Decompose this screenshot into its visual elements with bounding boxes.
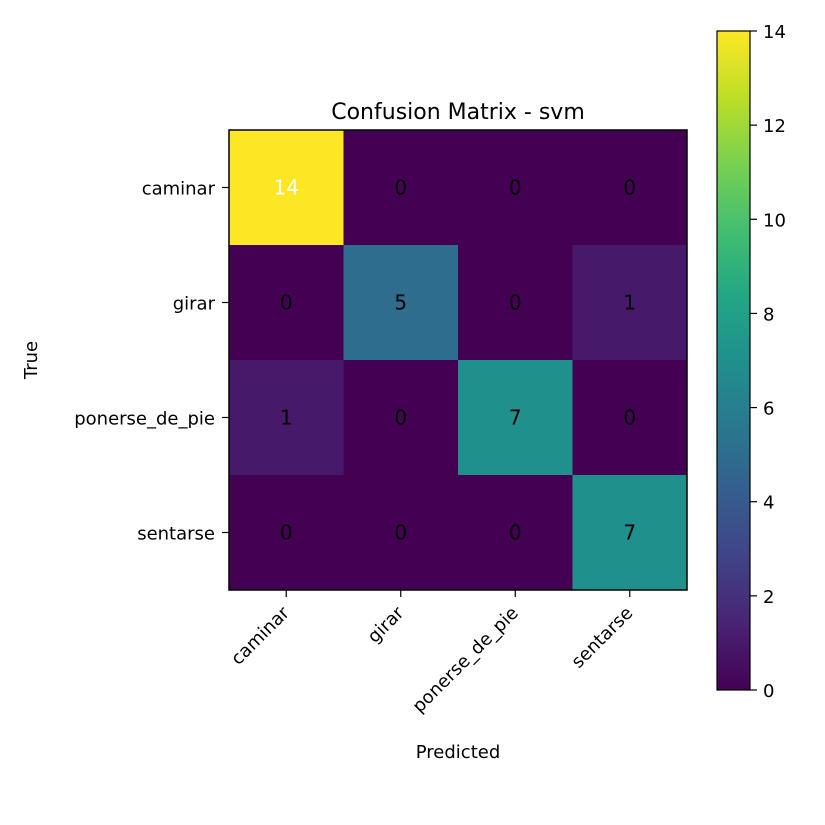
- colorbar-tick-label-2: 4: [763, 493, 774, 514]
- heatmap-cell-r2-c0: [229, 360, 344, 476]
- cell-label-r3-c1: 0: [394, 521, 407, 545]
- heatmap-cell-r2-c3: [572, 360, 688, 476]
- heatmap-cell-r3-c3: [572, 475, 688, 591]
- x-tick-label-0: caminar: [227, 602, 294, 669]
- heatmap-cell-r3-c1: [343, 475, 459, 591]
- cell-label-r0-c2: 0: [509, 176, 522, 200]
- x-axis-label: Predicted: [416, 742, 501, 763]
- heatmap-cell-r1-c3: [572, 245, 688, 361]
- colorbar-tick-label-5: 10: [763, 210, 786, 231]
- cell-label-r3-c3: 7: [623, 521, 636, 545]
- x-axis-ticks: caminar girar ponerse_de_pie sentarse: [227, 590, 637, 717]
- heatmap-cell-r3-c0: [229, 475, 344, 591]
- x-tick-label-3: sentarse: [567, 603, 637, 673]
- colorbar: [716, 30, 751, 691]
- heatmap-cell-r0-c0: [229, 130, 344, 246]
- colorbar-tick-label-7: 14: [763, 22, 786, 43]
- cell-label-r1-c2: 0: [509, 291, 522, 315]
- cell-label-r1-c0: 0: [280, 291, 293, 315]
- cell-label-r3-c0: 0: [280, 521, 293, 545]
- cell-label-r0-c1: 0: [394, 176, 407, 200]
- colorbar-ticks: 0 2 4 6 8 10 12 14: [750, 22, 786, 702]
- heatmap-cell-r0-c3: [572, 130, 688, 246]
- colorbar-tick-label-3: 6: [763, 399, 774, 420]
- cell-label-r2-c3: 0: [623, 406, 636, 430]
- heatmap-cell-r0-c2: [458, 130, 573, 246]
- chart-title: Confusion Matrix - svm: [331, 100, 585, 125]
- heatmap-cell-r1-c0: [229, 245, 344, 361]
- y-axis-ticks: caminar girar ponerse_de_pie sentarse: [74, 179, 229, 545]
- heatmap-cell-r2-c1: [343, 360, 459, 476]
- colorbar-tick-label-1: 2: [763, 587, 774, 608]
- heatmap-cell-r2-c2: [458, 360, 573, 476]
- y-tick-label-0: caminar: [142, 179, 216, 200]
- heatmap-cells: [229, 130, 688, 591]
- cell-label-r2-c0: 1: [280, 406, 293, 430]
- x-tick-label-2: ponerse_de_pie: [408, 603, 522, 717]
- y-axis-label: True: [21, 341, 42, 380]
- y-tick-label-1: girar: [173, 294, 216, 315]
- plot-frame: [228, 129, 688, 591]
- heatmap-cell-r1-c1: [343, 245, 459, 361]
- heatmap-cell-labels: 14 0 0 0 0 5 0 1 1 0 7 0 0 0 0 7: [274, 176, 637, 545]
- colorbar-tick-label-0: 0: [763, 681, 774, 702]
- cell-label-r1-c1: 5: [394, 291, 407, 315]
- x-tick-label-1: girar: [364, 602, 409, 647]
- cell-label-r3-c2: 0: [509, 521, 522, 545]
- heatmap-cell-r0-c1: [343, 130, 459, 246]
- cell-label-r2-c1: 0: [394, 406, 407, 430]
- colorbar-tick-label-4: 8: [763, 304, 774, 325]
- heatmap-cell-r1-c2: [458, 245, 573, 361]
- cell-label-r0-c0: 14: [274, 176, 299, 200]
- cell-label-r1-c3: 1: [623, 291, 636, 315]
- colorbar-tick-label-6: 12: [763, 116, 786, 137]
- y-tick-label-3: sentarse: [137, 524, 215, 545]
- y-tick-label-2: ponerse_de_pie: [74, 409, 215, 430]
- cell-label-r0-c3: 0: [623, 176, 636, 200]
- heatmap-cell-r3-c2: [458, 475, 573, 591]
- cell-label-r2-c2: 7: [509, 406, 522, 430]
